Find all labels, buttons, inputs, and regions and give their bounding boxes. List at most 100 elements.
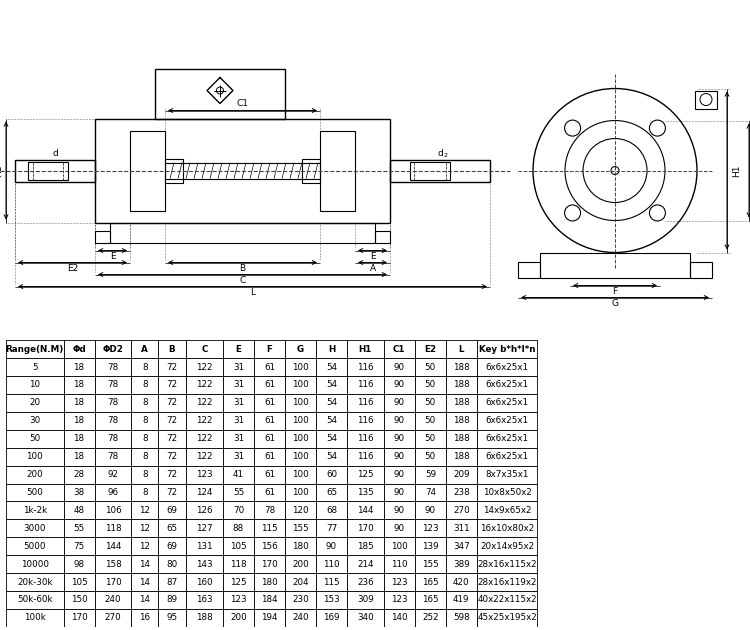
Text: 72: 72 (166, 416, 178, 425)
Text: 31: 31 (233, 452, 244, 461)
Text: 41: 41 (233, 470, 244, 479)
Text: 50: 50 (29, 434, 40, 444)
Text: 31: 31 (233, 398, 244, 408)
Bar (302, 159, 320, 183)
Bar (131, 484, 158, 501)
Text: H: H (328, 345, 335, 353)
Bar (186, 555, 223, 573)
Text: L: L (250, 288, 255, 297)
Bar (131, 537, 158, 555)
Text: 200: 200 (230, 614, 247, 622)
Text: 270: 270 (453, 506, 470, 515)
Bar (94, 555, 131, 573)
Text: 100: 100 (26, 452, 44, 461)
Bar (347, 555, 384, 573)
Text: 45x25x195x2: 45x25x195x2 (477, 614, 537, 622)
Text: 74: 74 (424, 488, 436, 497)
Text: 100: 100 (292, 398, 309, 408)
Text: 78: 78 (107, 398, 118, 408)
Bar (186, 501, 223, 519)
Text: 6x6x25x1: 6x6x25x1 (485, 381, 529, 389)
Text: 80: 80 (166, 559, 178, 569)
Text: 61: 61 (264, 381, 275, 389)
Text: 54: 54 (326, 363, 337, 372)
Bar (316, 555, 347, 573)
Text: 156: 156 (261, 542, 278, 551)
Bar (254, 448, 285, 466)
Bar (446, 609, 477, 627)
Bar (347, 591, 384, 609)
Text: 90: 90 (424, 506, 436, 515)
Text: 110: 110 (323, 559, 340, 569)
Text: 150: 150 (70, 595, 88, 604)
Text: 115: 115 (323, 578, 340, 587)
Bar (131, 430, 158, 448)
Bar (285, 376, 316, 394)
Bar (6, 537, 64, 555)
Bar (64, 537, 94, 555)
Text: 110: 110 (391, 559, 408, 569)
Text: Key b*h*l*n: Key b*h*l*n (478, 345, 536, 353)
Bar (384, 501, 415, 519)
Text: 100: 100 (292, 416, 309, 425)
Text: 65: 65 (326, 488, 337, 497)
Text: 90: 90 (394, 381, 405, 389)
Bar (384, 394, 415, 412)
Bar (186, 519, 223, 537)
Bar (254, 412, 285, 430)
Text: 87: 87 (166, 578, 178, 587)
Bar (415, 412, 446, 430)
Text: 40x22x115x2: 40x22x115x2 (477, 595, 537, 604)
Bar (94, 501, 131, 519)
Text: 2: 2 (444, 153, 448, 158)
Bar (347, 609, 384, 627)
Bar (316, 376, 347, 394)
Bar (223, 591, 254, 609)
Text: 10: 10 (29, 381, 40, 389)
Text: 65: 65 (166, 524, 178, 533)
Text: 139: 139 (422, 542, 439, 551)
Bar (223, 609, 254, 627)
Text: 500: 500 (26, 488, 44, 497)
Bar (384, 448, 415, 466)
Bar (384, 573, 415, 591)
Bar (415, 376, 446, 394)
Bar (285, 501, 316, 519)
Bar (254, 537, 285, 555)
Text: 140: 140 (391, 614, 408, 622)
Bar (6, 555, 64, 573)
Text: 163: 163 (196, 595, 213, 604)
Bar (695, 91, 717, 108)
Text: 123: 123 (196, 470, 213, 479)
Bar (186, 484, 223, 501)
Text: 598: 598 (453, 614, 470, 622)
Text: 116: 116 (357, 398, 374, 408)
Text: 200: 200 (292, 559, 309, 569)
Bar (446, 394, 477, 412)
Text: 8x7x35x1: 8x7x35x1 (485, 470, 529, 479)
Text: 16: 16 (140, 614, 150, 622)
Bar (384, 609, 415, 627)
Bar (316, 484, 347, 501)
Bar (285, 358, 316, 376)
Text: 54: 54 (326, 398, 337, 408)
Text: 126: 126 (196, 506, 213, 515)
Bar (158, 340, 186, 358)
Bar (285, 537, 316, 555)
Bar (285, 519, 316, 537)
Text: 89: 89 (166, 595, 178, 604)
Bar (347, 340, 384, 358)
Bar (131, 358, 158, 376)
Bar (223, 448, 254, 466)
Text: Φd: Φd (72, 345, 86, 353)
Bar (110, 222, 375, 243)
Bar (384, 519, 415, 537)
Bar (6, 466, 64, 484)
Text: d: d (437, 149, 442, 158)
Bar (6, 591, 64, 609)
Bar (186, 591, 223, 609)
Text: 95: 95 (166, 614, 178, 622)
Text: 90: 90 (394, 452, 405, 461)
Text: 90: 90 (394, 398, 405, 408)
Bar (384, 591, 415, 609)
